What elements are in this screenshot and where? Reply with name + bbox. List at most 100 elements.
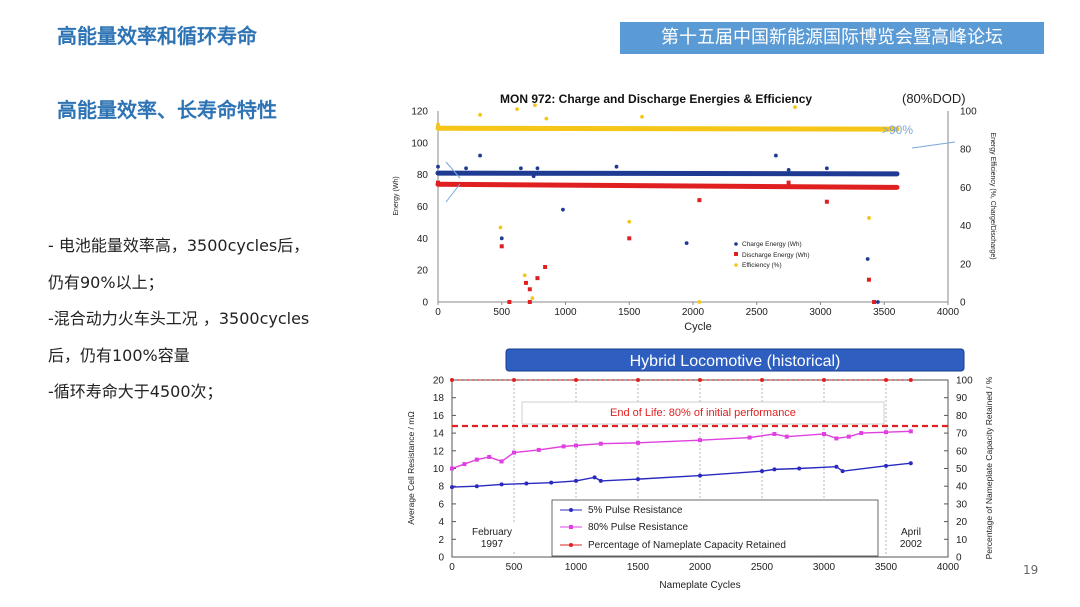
discharge-energy-point (872, 300, 877, 304)
efficiency-point (640, 114, 644, 119)
chart1-y2-tick-label: 60 (960, 183, 972, 194)
chart2-legend: 5% Pulse Resistance 80% Pulse Resistance… (551, 499, 879, 557)
chart2-x-tick-label: 4000 (937, 562, 960, 573)
pulse-5-resistance-point (574, 478, 578, 483)
chart2-y-tick-label: 6 (438, 499, 444, 510)
discharge-energy-point (866, 277, 871, 282)
chart1-y-tick-label: 80 (417, 170, 429, 181)
efficiency-point (697, 300, 702, 304)
chart2-y2-tick-label: 70 (956, 429, 968, 440)
legend-capacity: Percentage of Nameplate Capacity Retaine… (588, 540, 786, 551)
efficiency-point (522, 273, 527, 278)
chart1-annotation-arrow (911, 141, 956, 149)
charge-energy-point (535, 166, 540, 171)
chart2-y-tick-label: 2 (438, 535, 444, 546)
chart1-x-axis-label: Cycle (684, 321, 712, 333)
bullet-line: -循环寿命大于4500次； (48, 382, 223, 401)
chart2-x-tick-label: 1000 (565, 562, 588, 573)
chart2-y2-tick-label: 100 (956, 376, 973, 387)
period-start-box (457, 522, 527, 552)
pulse-5-resistance-point (450, 485, 454, 490)
chart1-y2-tick-label: 40 (960, 221, 972, 232)
legend-efficiency: Efficiency (%) (742, 262, 782, 269)
chart2-title: Hybrid Locomotive (historical) (630, 353, 841, 370)
capacity-retained-point (822, 378, 826, 382)
discharge-energy-point (697, 198, 702, 203)
chart1-x-tick-label: 1000 (554, 307, 577, 318)
chart2-x-tick-label: 0 (449, 562, 455, 573)
conference-banner: 第十五届中国新能源国际博览会暨高峰论坛 (620, 22, 1044, 54)
discharge-energy-trend-band (435, 181, 900, 190)
capacity-retained-point (760, 378, 764, 382)
charge-energy-point (531, 174, 536, 179)
chart2-x-tick-label: 3500 (875, 562, 898, 573)
chart1-y2-tick-label: 0 (960, 298, 966, 309)
chart1-y2-tick-label: 20 (960, 259, 972, 270)
chart2-x-tick-label: 1500 (627, 562, 650, 573)
charge-energy-point (478, 153, 482, 158)
chart1-y-tick-label: 0 (422, 298, 428, 309)
pulse-5-resistance-point (834, 464, 839, 469)
pulse-80-resistance-point (487, 454, 492, 459)
pulse-80-resistance-point (834, 436, 839, 441)
chart1-y2-tick-label: 80 (960, 145, 972, 156)
pulse-5-resistance-point (797, 466, 802, 471)
legend-marker-pulse5 (569, 508, 573, 512)
chart2-y-axis-label: Average Cell Resistance / mΩ (406, 411, 416, 524)
charge-energy-point (865, 257, 870, 261)
chart1-y-tick-label: 100 (411, 138, 428, 149)
chart2-y2-tick-label: 0 (956, 553, 962, 564)
chart1-y-tick-label: 120 (411, 107, 428, 118)
charge-energy-point (499, 236, 504, 241)
efficiency-point (627, 219, 632, 224)
pulse-80-resistance-point (884, 430, 888, 435)
pulse-80-resistance-point (499, 459, 504, 464)
chart1-annotation: >90% (882, 123, 913, 137)
bullet-line: 后，仍有100%容量 (48, 345, 190, 365)
efficiency-point (793, 105, 797, 110)
chart1-x-tick-label: 4000 (937, 307, 960, 318)
page-number: 19 (1023, 563, 1039, 577)
charge-energy-point (875, 300, 880, 304)
chart1-left-arrow-up (445, 161, 461, 179)
chart1-y-tick-label: 40 (417, 234, 429, 245)
efficiency-point (498, 225, 503, 230)
legend-charge-energy: Charge Energy (Wh) (742, 241, 802, 248)
charge-energy-point (518, 166, 523, 171)
chart2-y-tick-label: 20 (433, 376, 445, 387)
chart1-x-tick-label: 500 (493, 307, 510, 318)
chart1-y-axis-label: Energy (Wh) (393, 176, 400, 215)
legend-marker-capacity (569, 543, 573, 547)
chart2-y2-axis-label: Percentage of Nameplate Capacity Retaine… (984, 376, 994, 559)
legend-pulse80: 80% Pulse Resistance (588, 522, 688, 533)
bullet-list: - 电池能量效率高，3500cycles后， 仍有90%以上； -混合动力火车头… (48, 228, 368, 411)
pulse-80-resistance-point (859, 431, 864, 436)
pulse-5-resistance-point (840, 469, 845, 474)
charge-energy-point (773, 153, 778, 158)
charge-energy-point (561, 207, 565, 212)
pulse-80-resistance-point (698, 438, 702, 443)
capacity-retained-point (908, 378, 913, 382)
chart2-legend-box (551, 499, 879, 557)
pulse-5-resistance-point (499, 482, 504, 487)
legend-marker-charge (734, 242, 738, 246)
bullet-line: 仍有90%以上； (48, 272, 164, 292)
chart1-x-tick-label: 1500 (618, 307, 641, 318)
period-end-box (888, 522, 934, 552)
discharge-energy-point (527, 300, 532, 304)
pulse-80-resistance-point (772, 431, 777, 436)
pulse-80-resistance-point (908, 429, 913, 434)
discharge-energy-point (824, 199, 829, 204)
discharge-energy-point (627, 236, 632, 241)
pulse-5-resistance-point (772, 467, 777, 472)
pulse-80-resistance-point (574, 443, 578, 448)
chart2-x-tick-label: 2500 (751, 562, 774, 573)
legend-marker-pulse80 (569, 525, 573, 529)
charge-energy-point (464, 166, 468, 171)
period-end-month: April (901, 527, 921, 538)
pulse-5-resistance-point (760, 469, 764, 474)
discharge-energy-point (436, 180, 440, 185)
discharge-energy-point (786, 180, 791, 185)
charge-energy-point (614, 164, 619, 169)
end-of-life-box (521, 401, 885, 425)
